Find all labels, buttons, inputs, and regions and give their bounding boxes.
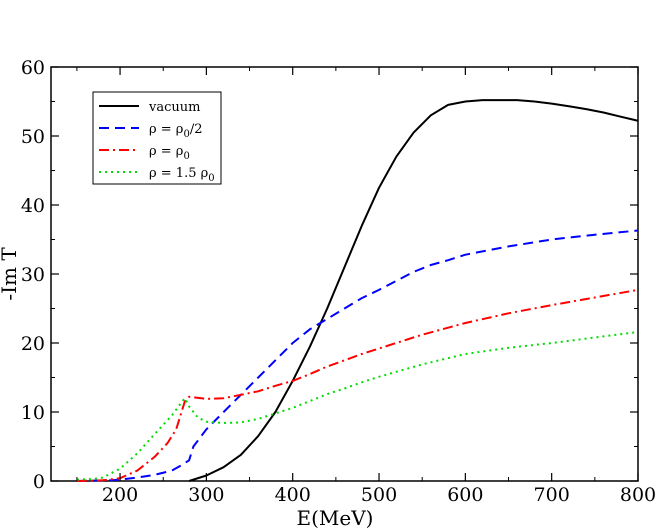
y-tick-label: 50 [21, 126, 45, 148]
legend-label-3: ρ = 1.5 ρ0 [149, 166, 215, 184]
y-tick-label: 20 [21, 333, 45, 355]
series-line-2 [76, 288, 639, 482]
x-axis-title: E(MeV) [297, 506, 374, 529]
x-tick-label: 400 [275, 484, 311, 506]
series-line-0 [188, 99, 639, 482]
x-tick-label: 700 [534, 484, 570, 506]
x-tick-label: 600 [447, 484, 483, 506]
series-line-1 [76, 229, 639, 482]
y-tick-label: 60 [21, 57, 45, 79]
legend-label-2: ρ = ρ0 [149, 144, 190, 162]
legend-box [92, 91, 222, 185]
legend-label-0: vacuum [148, 100, 200, 115]
series-layer [76, 99, 639, 482]
y-tick-label: 0 [33, 471, 45, 493]
legend: vacuum ρ = ρ0/2 ρ = ρ0 ρ = 1.5 ρ0 [92, 91, 222, 185]
legend-label-1: ρ = ρ0/2 [149, 122, 202, 140]
x-tick-label: 200 [102, 484, 138, 506]
ticks-layer: 200 300 400 500 600 700 800 0 10 20 30 40 50 60 [21, 57, 656, 506]
y-tick-label: 10 [21, 402, 45, 424]
x-tick-label: 800 [620, 484, 656, 506]
y-axis-title: -Im T [0, 247, 21, 301]
x-tick-label: 500 [361, 484, 397, 506]
y-tick-label: 40 [21, 195, 45, 217]
x-tick-label: 300 [188, 484, 224, 506]
series-line-3 [76, 331, 639, 481]
y-tick-label: 30 [21, 264, 45, 286]
